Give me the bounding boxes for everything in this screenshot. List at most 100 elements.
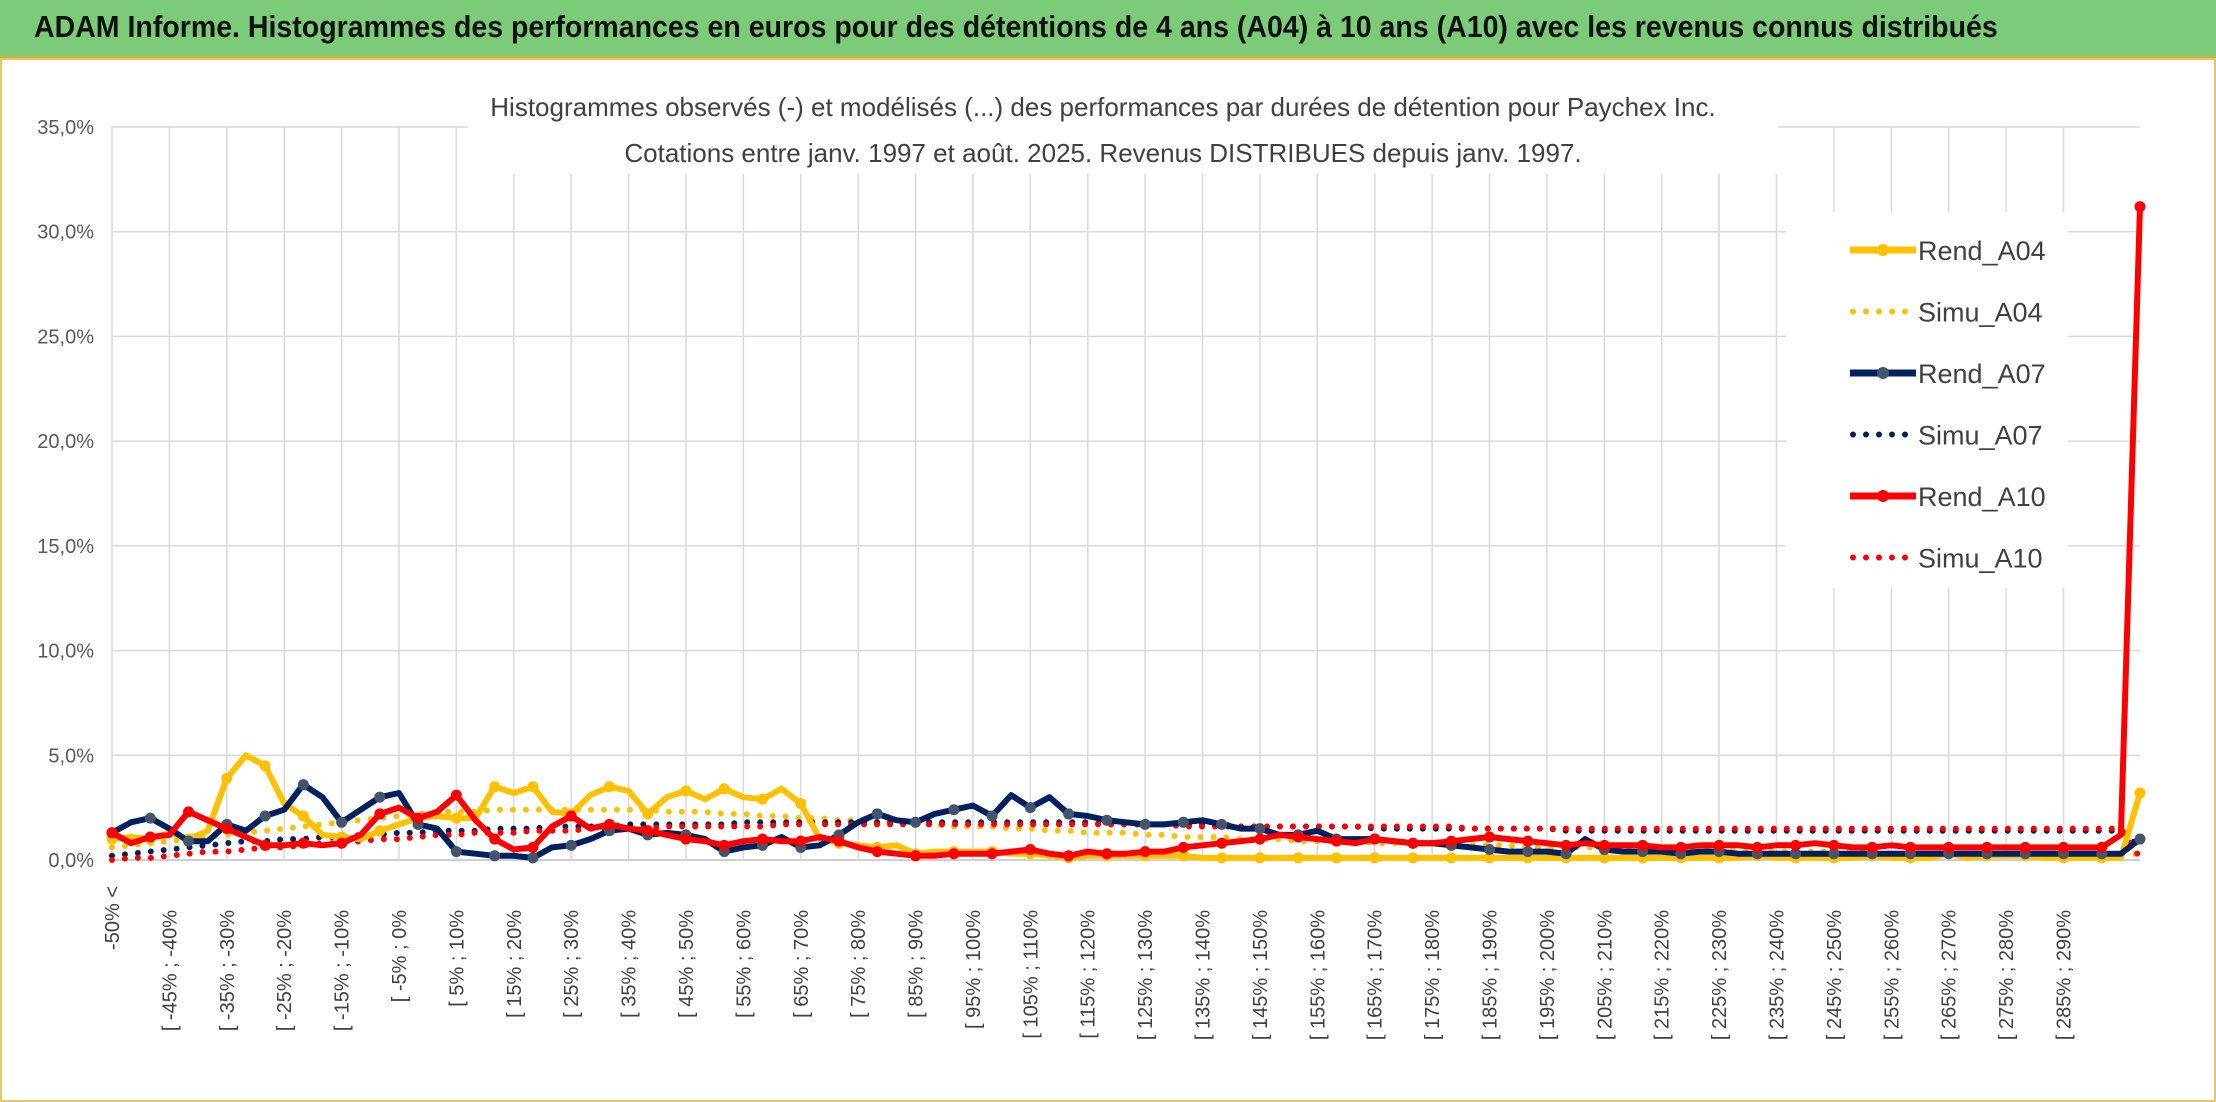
data-point-Rend_A07 bbox=[144, 812, 156, 824]
data-point-Rend_A04 bbox=[527, 781, 539, 793]
data-point-Rend_A10 bbox=[1177, 841, 1189, 853]
chart-legend: Rend_A04 Simu_A04 Rend_A07 Simu_A07 Rend_A10… bbox=[1850, 236, 2046, 574]
legend-label-Simu_A04: Simu_A04 bbox=[1918, 298, 2043, 328]
x-tick-label: [ 5% ; 10% bbox=[446, 910, 468, 1007]
data-point-Rend_A10 bbox=[1292, 831, 1304, 843]
data-point-Rend_A07 bbox=[489, 850, 501, 862]
data-point-Rend_A07 bbox=[297, 779, 309, 791]
y-axis-ticks: 0,0% 5,0% 10,0% 15,0% 20,0% 25,0% 30,0% 35,0% bbox=[37, 117, 94, 872]
data-point-Rend_A10 bbox=[2096, 841, 2108, 853]
x-tick-label: [ 275% ; 280% bbox=[1996, 910, 2018, 1040]
x-tick-label: -50% < bbox=[102, 886, 124, 950]
data-point-Rend_A04 bbox=[680, 785, 692, 797]
y-tick-label: 5,0% bbox=[48, 745, 94, 767]
x-tick-label: [ 135% ; 140% bbox=[1193, 910, 1215, 1040]
data-point-Rend_A10 bbox=[297, 837, 309, 849]
data-point-Rend_A10 bbox=[871, 846, 883, 858]
data-point-Rend_A04 bbox=[1369, 852, 1381, 864]
data-point-Rend_A07 bbox=[1790, 848, 1802, 860]
legend-label-Simu_A10: Simu_A10 bbox=[1918, 544, 2043, 574]
data-point-Rend_A04 bbox=[2134, 787, 2146, 799]
data-point-Rend_A10 bbox=[2134, 201, 2146, 213]
data-point-Rend_A04 bbox=[1445, 852, 1457, 864]
x-tick-label: [ 125% ; 130% bbox=[1135, 910, 1157, 1040]
x-tick-label: [ 155% ; 160% bbox=[1307, 910, 1329, 1040]
data-point-Rend_A10 bbox=[1445, 835, 1457, 847]
data-point-Rend_A10 bbox=[718, 839, 730, 851]
title-backdrop bbox=[468, 80, 1778, 174]
data-point-Rend_A04 bbox=[1330, 852, 1342, 864]
x-tick-label: [ 35% ; 40% bbox=[619, 910, 641, 1018]
data-point-Rend_A04 bbox=[489, 781, 501, 793]
y-tick-label: 35,0% bbox=[37, 117, 94, 139]
data-point-Rend_A04 bbox=[1598, 852, 1610, 864]
data-point-Rend_A10 bbox=[1407, 837, 1419, 849]
data-point-Rend_A07 bbox=[527, 852, 539, 864]
data-point-Rend_A10 bbox=[1828, 839, 1840, 851]
data-point-Rend_A10 bbox=[1369, 833, 1381, 845]
x-tick-label: [ 205% ; 210% bbox=[1594, 910, 1616, 1040]
data-point-Rend_A04 bbox=[1292, 852, 1304, 864]
x-tick-label: [ -25% ; -20% bbox=[274, 910, 296, 1031]
data-point-Rend_A07 bbox=[986, 810, 998, 822]
data-point-Rend_A10 bbox=[1943, 841, 1955, 853]
legend-marker-Rend_A10 bbox=[1877, 490, 1889, 502]
legend-marker-Rend_A07 bbox=[1877, 367, 1889, 379]
data-point-Rend_A10 bbox=[2019, 841, 2031, 853]
data-point-Rend_A04 bbox=[374, 825, 386, 837]
x-tick-label: [ 55% ; 60% bbox=[733, 910, 755, 1018]
data-point-Rend_A10 bbox=[1981, 841, 1993, 853]
y-tick-label: 0,0% bbox=[48, 850, 94, 872]
data-point-Rend_A10 bbox=[1598, 839, 1610, 851]
report-banner: ADAM Informe. Histogrammes des performan… bbox=[0, 0, 2216, 58]
data-point-Rend_A10 bbox=[1063, 850, 1075, 862]
data-point-Rend_A10 bbox=[106, 827, 118, 839]
y-tick-label: 25,0% bbox=[37, 326, 94, 348]
x-tick-label: [ -15% ; -10% bbox=[332, 910, 354, 1031]
data-point-Rend_A10 bbox=[948, 848, 960, 860]
data-point-Rend_A04 bbox=[1177, 850, 1189, 862]
x-tick-label: [ 45% ; 50% bbox=[676, 910, 698, 1018]
data-point-Rend_A10 bbox=[374, 808, 386, 820]
data-point-Rend_A04 bbox=[221, 772, 233, 784]
chart-frame bbox=[0, 58, 2216, 1102]
data-point-Rend_A10 bbox=[1484, 831, 1496, 843]
y-tick-label: 10,0% bbox=[37, 641, 94, 663]
y-tick-label: 30,0% bbox=[37, 222, 94, 244]
data-point-Rend_A10 bbox=[489, 833, 501, 845]
data-point-Rend_A10 bbox=[1101, 848, 1113, 860]
series-line-Rend_A10 bbox=[110, 206, 2143, 859]
data-point-Rend_A10 bbox=[795, 835, 807, 847]
data-point-Rend_A10 bbox=[833, 835, 845, 847]
data-point-Rend_A07 bbox=[1522, 846, 1534, 858]
data-point-Rend_A07 bbox=[1484, 844, 1496, 856]
data-point-Rend_A10 bbox=[1904, 841, 1916, 853]
x-tick-label: [ 85% ; 90% bbox=[906, 910, 928, 1018]
x-tick-label: [ 235% ; 240% bbox=[1766, 910, 1788, 1040]
data-point-Rend_A07 bbox=[1024, 802, 1036, 814]
series-line-Rend_A07 bbox=[110, 781, 2142, 861]
x-tick-label: [ 65% ; 70% bbox=[791, 910, 813, 1018]
data-point-Rend_A10 bbox=[1254, 833, 1266, 845]
data-point-Rend_A10 bbox=[1330, 835, 1342, 847]
data-point-Rend_A07 bbox=[1828, 848, 1840, 860]
data-point-Rend_A10 bbox=[642, 825, 654, 837]
x-tick-label: [ 145% ; 150% bbox=[1250, 910, 1272, 1040]
data-point-Rend_A04 bbox=[1484, 852, 1496, 864]
legend-label-Rend_A10: Rend_A10 bbox=[1918, 482, 2046, 512]
data-point-Rend_A10 bbox=[336, 837, 348, 849]
data-point-Rend_A10 bbox=[1790, 839, 1802, 851]
chart-subtitle: Cotations entre janv. 1997 et août. 2025… bbox=[624, 138, 1581, 168]
data-point-Rend_A04 bbox=[642, 808, 654, 820]
chart-title: Histogrammes observés (-) et modélisés (… bbox=[490, 92, 1715, 122]
data-point-Rend_A04 bbox=[450, 812, 462, 824]
data-point-Rend_A07 bbox=[1139, 818, 1151, 830]
x-tick-label: [ 285% ; 290% bbox=[2053, 910, 2075, 1040]
data-point-Rend_A07 bbox=[565, 839, 577, 851]
x-tick-label: [ 25% ; 30% bbox=[561, 910, 583, 1018]
data-point-Rend_A07 bbox=[183, 835, 195, 847]
x-tick-label: [ -45% ; -40% bbox=[159, 910, 181, 1031]
data-point-Rend_A04 bbox=[1407, 852, 1419, 864]
data-point-Rend_A10 bbox=[1866, 841, 1878, 853]
